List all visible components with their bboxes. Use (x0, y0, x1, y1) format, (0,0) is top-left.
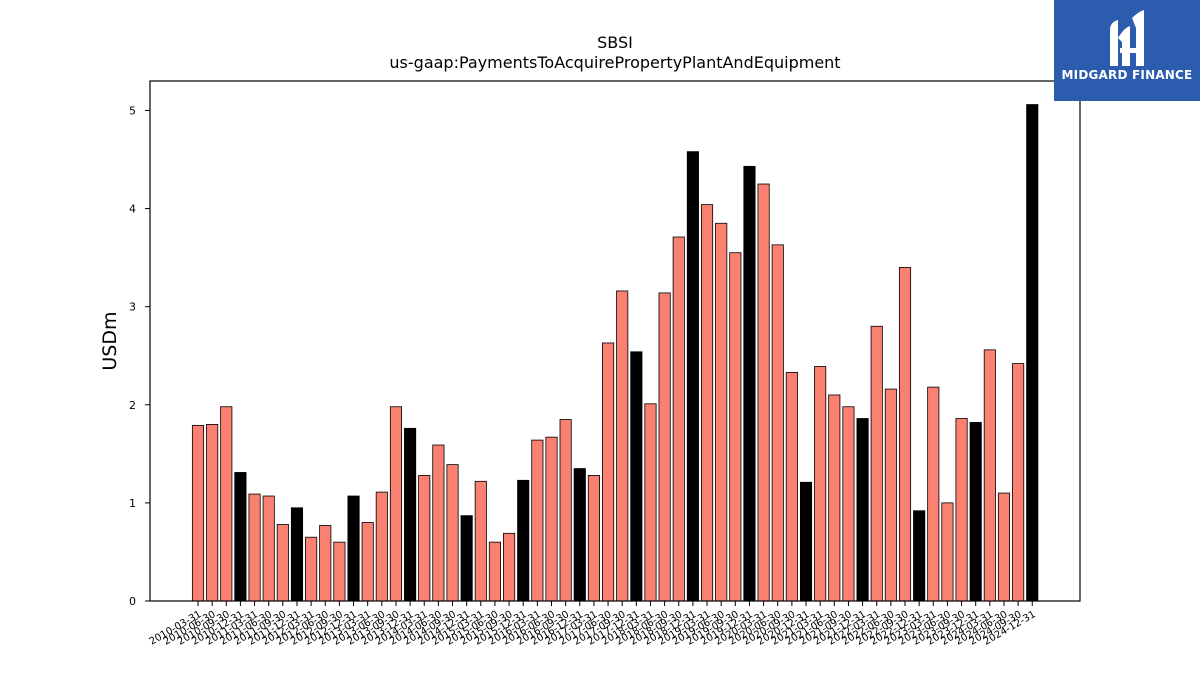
bar-2012-09-30 (333, 541, 346, 602)
bar-2024-12-31 (1026, 104, 1039, 602)
bar-2011-03-31 (248, 493, 261, 602)
chart-subtitle: us-gaap:PaymentsToAcquirePropertyPlantAn… (389, 53, 840, 72)
bar-2015-06-30 (488, 541, 501, 602)
bar-2019-09-30 (729, 252, 742, 602)
bar-2023-12-31 (969, 422, 982, 602)
bar-2024-03-31 (983, 349, 996, 602)
bar-2013-06-30 (375, 491, 388, 602)
y-tick-label: 0 (129, 595, 136, 608)
bar-2013-03-31 (361, 522, 374, 602)
bar-2023-03-31 (927, 386, 940, 602)
bar-2022-09-30 (898, 267, 912, 602)
bar-2022-06-30 (884, 388, 897, 602)
bar-2010-03-31 (191, 424, 205, 602)
bar-2022-03-31 (870, 325, 883, 602)
bar-2016-06-30 (545, 436, 558, 602)
y-axis-label: USDm (99, 311, 121, 370)
brand-logo: MIDGARD FINANCE (1054, 0, 1200, 101)
bar-2018-09-30 (672, 236, 685, 602)
y-tick-label: 1 (129, 497, 136, 510)
bar-2015-03-31 (474, 480, 487, 602)
bar-2019-06-30 (715, 222, 728, 602)
bar-2017-12-31 (630, 351, 643, 602)
bar-2021-03-31 (814, 366, 827, 602)
y-tick-label: 2 (129, 399, 136, 412)
bar-2016-09-30 (559, 419, 572, 602)
y-tick-label: 3 (129, 301, 136, 314)
bar-2010-12-31 (234, 472, 247, 602)
bar-2013-12-31 (404, 427, 417, 602)
bar-2011-09-30 (276, 524, 289, 602)
bar-2014-03-31 (418, 475, 431, 602)
bar-2020-03-31 (757, 183, 770, 602)
bar-2012-12-31 (347, 495, 360, 602)
bar-2012-06-30 (319, 525, 332, 602)
y-tick-label: 4 (129, 203, 136, 216)
bar-2017-09-30 (616, 290, 629, 602)
bar-2022-12-31 (913, 510, 926, 602)
bar-2018-12-31 (686, 151, 699, 602)
bar-2021-09-30 (842, 406, 855, 602)
bar-2016-12-31 (573, 468, 586, 602)
bar-2011-06-30 (262, 495, 275, 602)
bar-2020-09-30 (785, 371, 798, 602)
bar-2020-12-31 (799, 481, 813, 602)
y-tick-label: 5 (129, 104, 136, 117)
y-axis-ticks: 0 1 2 3 4 5 (129, 104, 150, 608)
bar-2014-09-30 (446, 464, 459, 602)
bar-2019-03-31 (700, 204, 714, 602)
bar-2016-03-31 (531, 439, 544, 602)
bar-2017-06-30 (602, 342, 615, 602)
bar-2017-03-31 (587, 475, 600, 602)
bar-2021-12-31 (856, 418, 869, 602)
midgard-logo-icon (1110, 10, 1144, 66)
bar-2010-06-30 (206, 423, 219, 602)
plot-frame (149, 80, 1081, 602)
bar-2024-06-30 (997, 492, 1011, 602)
bar-2010-09-30 (220, 406, 233, 602)
bar-2021-06-30 (828, 394, 841, 602)
bar-2018-06-30 (658, 292, 671, 602)
bar-2023-09-30 (955, 418, 968, 602)
bar-2024-09-30 (1012, 363, 1025, 602)
bar-2018-03-31 (644, 403, 657, 602)
bar-2014-12-31 (460, 515, 473, 602)
bar-2020-06-30 (771, 244, 784, 602)
logo-text: MIDGARD FINANCE (1061, 68, 1193, 82)
chart-title: SBSI (597, 33, 633, 52)
bar-2012-03-31 (305, 536, 318, 602)
bar-2014-06-30 (432, 444, 445, 602)
bar-2011-12-31 (290, 507, 304, 602)
x-axis-ticks: 2010-03-312010-06-302010-09-302010-12-31… (148, 601, 1038, 648)
bar-series (191, 104, 1039, 602)
bar-2019-12-31 (743, 165, 756, 602)
bar-2013-09-30 (389, 406, 403, 602)
bar-2015-12-31 (517, 479, 530, 602)
bar-2015-09-30 (503, 532, 516, 602)
bar-2023-06-30 (941, 502, 954, 602)
